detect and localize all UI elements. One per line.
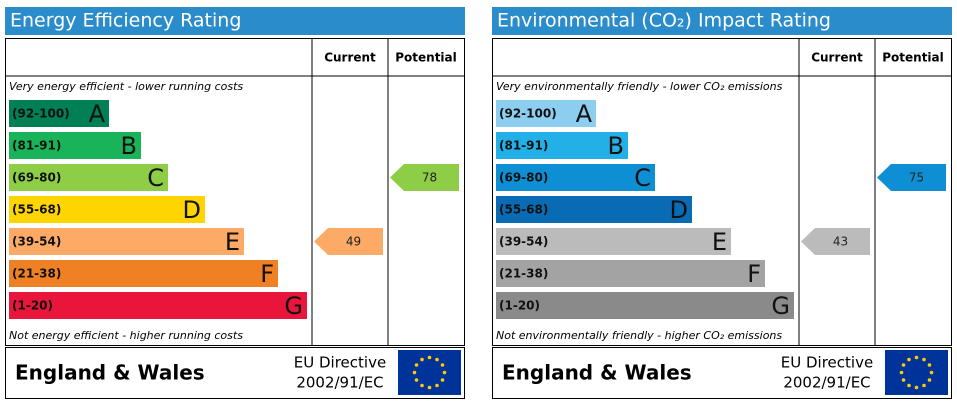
rating-value: 78: [422, 171, 437, 185]
table-frame: [5, 38, 465, 346]
band-letter: G: [284, 292, 303, 320]
eu-star: [420, 383, 424, 388]
band-letter: B: [608, 132, 624, 160]
panel-title: Energy Efficiency Rating: [10, 10, 241, 32]
footer-frame: [5, 347, 465, 399]
band-range: (92-100): [499, 107, 557, 121]
top-note: Very energy efficient - lower running co…: [9, 80, 243, 93]
band-range: (69-80): [12, 171, 61, 185]
bottom-note: Not energy efficient - higher running co…: [9, 329, 243, 342]
eu-star: [927, 363, 932, 367]
rating-arrow: [390, 164, 459, 191]
eu-star: [420, 357, 424, 362]
band-bar: [496, 228, 731, 255]
panel-title: Environmental (CO₂) Impact Rating: [497, 10, 831, 32]
band-range: (39-54): [12, 235, 61, 249]
eu-star: [907, 383, 911, 388]
band-bar: [496, 100, 596, 127]
directive: 2002/91/EC: [296, 374, 383, 392]
column-header: Current: [324, 51, 376, 65]
band-letter: A: [576, 100, 593, 128]
footer-label: England & Wales: [15, 361, 205, 385]
eu-star: [412, 370, 417, 375]
rating-value: 49: [346, 235, 361, 249]
eu-star: [435, 357, 439, 362]
eu-star: [899, 370, 904, 375]
title-bar: [492, 7, 952, 35]
bottom-note: Not environmentally friendly - higher CO…: [496, 329, 782, 342]
band-letter: D: [670, 196, 688, 224]
eu-star: [440, 363, 445, 367]
band-bar: [496, 164, 655, 191]
eu-star: [442, 370, 447, 375]
eu-star: [901, 378, 906, 382]
band-range: (81-91): [12, 139, 61, 153]
band-range: (1-20): [12, 299, 53, 313]
top-note: Very environmentally friendly - lower CO…: [496, 80, 783, 93]
column-header: Current: [811, 51, 863, 65]
eu-star: [427, 355, 432, 360]
band-letter: C: [147, 164, 164, 192]
title-bar: [5, 7, 465, 35]
band-bar: [496, 260, 765, 287]
band-letter: B: [121, 132, 137, 160]
band-range: (69-80): [499, 171, 548, 185]
rating-arrow: [877, 164, 946, 191]
band-range: (55-68): [12, 203, 61, 217]
rating-value: 75: [909, 171, 924, 185]
directive: EU Directive: [781, 354, 873, 372]
eu-star: [907, 357, 911, 362]
eu-star: [427, 385, 432, 390]
directive: EU Directive: [294, 354, 386, 372]
band-bar: [9, 260, 278, 287]
band-bar: [496, 196, 692, 223]
eu-star: [922, 357, 926, 362]
band-letter: F: [260, 260, 274, 288]
column-header: Potential: [882, 51, 944, 65]
eu-star: [922, 383, 926, 388]
eu-star: [901, 363, 906, 367]
band-bar: [496, 132, 628, 159]
band-range: (39-54): [499, 235, 548, 249]
footer-frame: [492, 347, 952, 399]
band-letter: A: [89, 100, 106, 128]
band-bar: [9, 100, 109, 127]
band-range: (21-38): [12, 267, 61, 281]
band-letter: D: [183, 196, 201, 224]
band-range: (92-100): [12, 107, 70, 121]
band-bar: [9, 292, 307, 319]
table-frame: [492, 38, 952, 346]
band-letter: E: [225, 228, 240, 256]
rating-arrow: [314, 228, 383, 255]
eu-star: [435, 383, 439, 388]
band-range: (55-68): [499, 203, 548, 217]
band-bar: [9, 196, 205, 223]
eu-star: [927, 378, 932, 382]
band-letter: F: [747, 260, 761, 288]
band-letter: G: [771, 292, 790, 320]
band-bar: [496, 292, 794, 319]
band-range: (1-20): [499, 299, 540, 313]
column-header: Potential: [395, 51, 457, 65]
band-bar: [9, 164, 168, 191]
footer-label: England & Wales: [502, 361, 692, 385]
band-bar: [9, 228, 244, 255]
band-letter: E: [712, 228, 727, 256]
eu-star: [914, 385, 919, 390]
eu-star: [914, 355, 919, 360]
eu-star: [414, 378, 419, 382]
eu-star: [414, 363, 419, 367]
eu-star: [440, 378, 445, 382]
eu-star: [929, 370, 934, 375]
rating-value: 43: [833, 235, 848, 249]
band-letter: C: [634, 164, 651, 192]
directive: 2002/91/EC: [783, 374, 870, 392]
band-range: (21-38): [499, 267, 548, 281]
band-range: (81-91): [499, 139, 548, 153]
rating-arrow: [801, 228, 870, 255]
band-bar: [9, 132, 141, 159]
